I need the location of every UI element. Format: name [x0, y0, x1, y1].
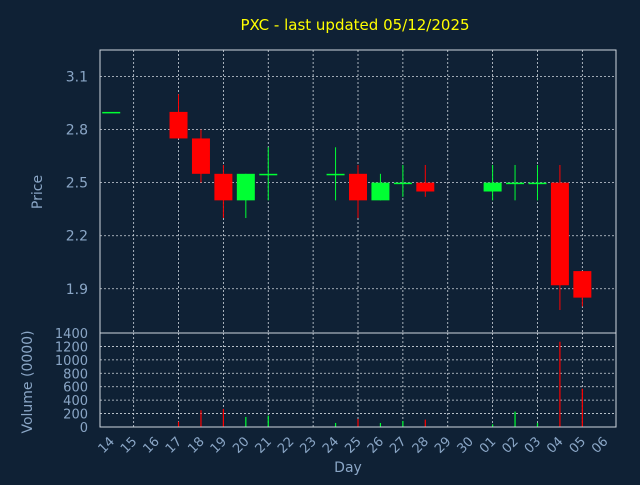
day-tick-label: 06	[589, 434, 611, 456]
price-tick-label: 3.1	[66, 70, 88, 86]
candle-body	[349, 173, 367, 201]
day-tick-label: 26	[365, 434, 387, 456]
day-tick-label: 16	[140, 434, 162, 456]
day-tick-label: 15	[118, 434, 140, 456]
volume-tick-label: 1200	[55, 340, 88, 355]
candle-body	[573, 271, 592, 298]
candle	[416, 164, 435, 197]
day-tick-label: 05	[567, 434, 589, 456]
volume-axis-label: Volume (0000)	[20, 330, 36, 433]
price-axis-label: Price	[30, 175, 46, 209]
x-axis-label: Day	[334, 460, 362, 476]
candle-body	[393, 182, 412, 185]
volume-bars	[177, 341, 583, 427]
price-tick-label: 1.9	[66, 282, 88, 298]
volume-tick-label: 200	[63, 408, 88, 423]
price-panel: 3.1 2.8 2.5 2.2 1.9 Price	[30, 49, 617, 334]
day-tick-label: 28	[410, 434, 432, 456]
day-tick-label: 22	[275, 434, 297, 456]
volume-tick-label: 0	[80, 421, 88, 436]
day-tick-label: 20	[230, 434, 252, 456]
volume-frame	[99, 332, 617, 428]
candle-body	[528, 182, 547, 185]
day-tick-label: 02	[499, 434, 521, 456]
candle-body	[259, 173, 278, 176]
day-tick-label: 21	[253, 434, 275, 456]
chart-title: PXC - last updated 05/12/2025	[240, 16, 469, 34]
day-tick-label: 01	[477, 434, 499, 456]
candle-body	[506, 182, 525, 185]
day-tick-label: 29	[432, 434, 454, 456]
day-tick-labels: 14 15 16 17 18 19 20 21 22 23 24 25 26 27 28 29 30 01 02 03…	[96, 434, 612, 456]
candle	[506, 164, 525, 201]
day-tick-label: 14	[96, 434, 118, 456]
candle	[573, 271, 592, 307]
candle	[550, 164, 569, 311]
price-tick-label: 2.5	[66, 176, 88, 192]
candle-body	[371, 182, 390, 201]
candle	[393, 164, 412, 197]
candle-body	[483, 182, 502, 192]
candle-body	[550, 182, 569, 286]
price-tick-label: 2.2	[66, 229, 88, 245]
candle-body	[169, 111, 188, 139]
candle	[349, 164, 367, 219]
candle-body	[416, 182, 435, 192]
candle	[214, 164, 233, 219]
price-candles	[102, 94, 592, 311]
candle	[371, 173, 390, 201]
candle	[102, 111, 121, 114]
day-tick-label: 17	[163, 434, 185, 456]
day-tick-label: 27	[387, 434, 409, 456]
volume-grid	[100, 333, 616, 427]
candle-body	[214, 173, 233, 201]
candle-body	[326, 173, 345, 176]
price-tick-label: 2.8	[66, 123, 88, 139]
volume-tick-label: 1000	[55, 354, 88, 369]
price-tick-labels: 3.1 2.8 2.5 2.2 1.9	[66, 70, 88, 298]
volume-tick-label: 400	[63, 394, 88, 409]
candle	[483, 164, 502, 201]
day-tick-label: 30	[455, 434, 477, 456]
candle	[191, 129, 210, 183]
candle	[236, 173, 255, 219]
day-tick-label: 24	[320, 434, 342, 456]
volume-tick-label: 800	[63, 367, 88, 382]
candle-body	[102, 111, 121, 114]
candle	[169, 94, 188, 139]
day-tick-label: 25	[342, 434, 364, 456]
day-tick-label: 03	[522, 434, 544, 456]
candle	[259, 147, 278, 201]
candle	[326, 147, 345, 201]
day-tick-label: 23	[298, 434, 320, 456]
candle-body	[236, 173, 255, 201]
day-tick-label: 18	[185, 434, 207, 456]
day-tick-label: 04	[544, 434, 566, 456]
volume-tick-label: 600	[63, 381, 88, 396]
candle	[528, 164, 547, 201]
candle-body	[191, 138, 210, 174]
volume-tick-label: 1400	[55, 327, 88, 342]
day-tick-label: 19	[208, 434, 230, 456]
